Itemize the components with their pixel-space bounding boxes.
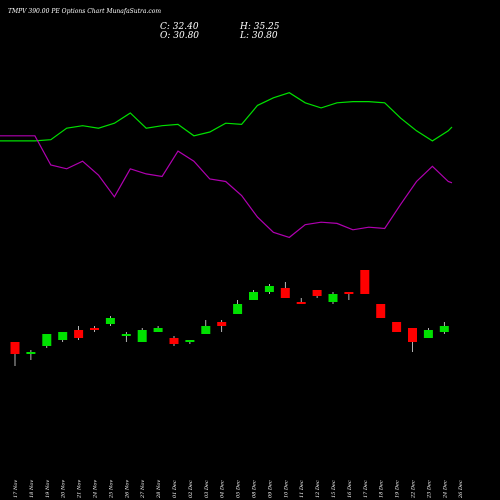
x-tick-label: 26 Nov xyxy=(124,480,130,499)
x-tick-label: 17 Dec xyxy=(363,480,369,498)
candle xyxy=(42,334,52,348)
candle-body xyxy=(137,330,147,342)
chart-title: TMPV 390.00 PE Options Chart MunafaSutra… xyxy=(8,8,161,15)
candle xyxy=(392,322,402,332)
candle xyxy=(439,322,449,334)
candle xyxy=(408,328,417,352)
candle-body xyxy=(376,304,386,318)
candle xyxy=(423,328,433,338)
candle-body xyxy=(264,286,274,292)
candle-body xyxy=(392,322,402,332)
x-tick-label: 12 Dec xyxy=(315,480,321,498)
candle xyxy=(376,304,386,318)
candle xyxy=(296,298,306,304)
x-tick-label: 01 Dec xyxy=(172,480,178,498)
candle xyxy=(185,340,195,344)
candle xyxy=(328,292,338,304)
candle xyxy=(137,328,147,342)
candle xyxy=(169,336,179,346)
candle-body xyxy=(439,326,449,332)
candle xyxy=(360,270,370,294)
x-tick-label: 24 Nov xyxy=(93,480,99,499)
candle xyxy=(90,326,99,332)
candle-body xyxy=(280,288,290,298)
candle xyxy=(217,320,227,332)
x-tick-label: 20 Nov xyxy=(61,480,67,499)
x-tick-label: 24 Dec xyxy=(442,480,448,499)
candle-body xyxy=(217,322,227,326)
close-label: C: 32.40 xyxy=(160,22,199,32)
indicator-line-1 xyxy=(0,92,453,142)
x-tick-label: 19 Dec xyxy=(395,480,401,498)
candle xyxy=(121,332,131,342)
x-tick-label: 03 Dec xyxy=(204,480,210,498)
x-tick-label: 26 Dec xyxy=(458,480,464,499)
candle-body xyxy=(360,270,370,294)
candle-body xyxy=(90,328,99,330)
x-tick-label: 09 Dec xyxy=(267,480,273,498)
x-tick-label: 18 Dec xyxy=(379,480,385,498)
candle-body xyxy=(58,332,68,340)
candle xyxy=(201,320,211,334)
candle xyxy=(312,290,322,298)
x-tick-label: 22 Dec xyxy=(411,480,417,499)
candle-body xyxy=(74,330,84,338)
x-tick-label: 05 Dec xyxy=(236,480,242,498)
candle-body xyxy=(233,304,243,314)
candle-body xyxy=(296,302,306,304)
candle xyxy=(105,316,115,326)
x-tick-label: 18 Nov xyxy=(29,480,35,498)
x-tick-label: 02 Dec xyxy=(188,480,194,498)
candle-body xyxy=(408,328,417,342)
x-tick-label: 19 Nov xyxy=(45,480,51,498)
candle-body xyxy=(328,294,338,302)
candle-body xyxy=(344,292,354,294)
candle xyxy=(10,342,20,366)
indicator-lines xyxy=(0,92,453,239)
x-tick-label: 08 Dec xyxy=(252,480,258,498)
candle-body xyxy=(42,334,52,346)
candle-body xyxy=(201,326,211,334)
candle-body xyxy=(105,318,115,324)
open-label: O: 30.80 xyxy=(160,31,199,41)
candle-body xyxy=(10,342,20,354)
candle-body xyxy=(153,328,163,332)
candle xyxy=(58,332,68,342)
candle-body xyxy=(185,340,195,342)
x-tick-label: 17 Nov xyxy=(13,480,19,498)
candle xyxy=(344,292,354,300)
indicator-line-2 xyxy=(0,135,453,239)
candle-body xyxy=(121,334,131,336)
candle xyxy=(233,300,243,314)
candle xyxy=(280,282,290,298)
candle-body xyxy=(169,338,179,344)
x-tick-label: 04 Dec xyxy=(220,480,226,498)
x-tick-label: 27 Nov xyxy=(140,480,146,499)
candles xyxy=(10,270,449,366)
x-tick-label: 23 Dec xyxy=(426,480,432,499)
low-label: L: 30.80 xyxy=(239,31,278,41)
x-tick-label: 25 Nov xyxy=(108,480,114,499)
x-tick-label: 21 Nov xyxy=(77,480,83,499)
x-tick-label: 15 Dec xyxy=(331,480,337,498)
x-axis-ticks: 17 Nov 18 Nov 19 Nov 20 Nov 21 Nov 24 Nov 25 N… xyxy=(13,480,464,499)
candle-body xyxy=(26,352,36,354)
candle-body xyxy=(312,290,322,296)
candle xyxy=(26,350,36,360)
x-tick-label: 16 Dec xyxy=(347,480,353,498)
candle-body xyxy=(249,292,258,300)
high-label: H: 35.25 xyxy=(239,22,280,32)
candle xyxy=(74,326,84,340)
candle xyxy=(153,326,163,332)
x-tick-label: 10 Dec xyxy=(283,480,289,498)
candle xyxy=(249,290,258,300)
candle-body xyxy=(423,330,433,338)
x-tick-label: 11 Dec xyxy=(299,480,305,498)
candle xyxy=(264,284,274,294)
x-tick-label: 28 Nov xyxy=(156,480,162,499)
